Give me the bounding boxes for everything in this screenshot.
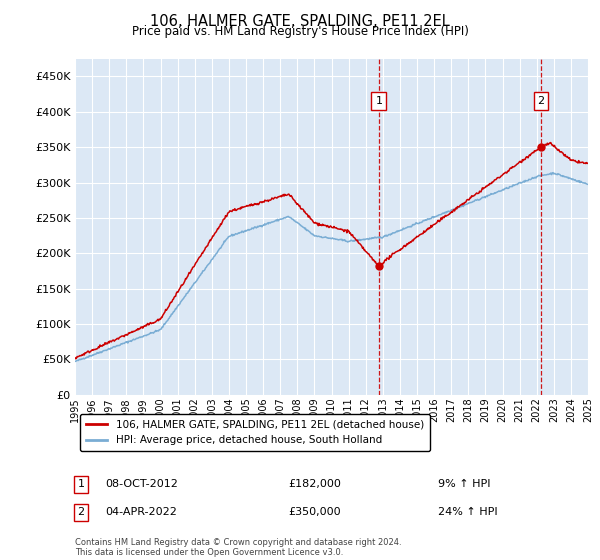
Text: 2: 2 (77, 507, 85, 517)
Text: Contains HM Land Registry data © Crown copyright and database right 2024.
This d: Contains HM Land Registry data © Crown c… (75, 538, 401, 557)
Text: 106, HALMER GATE, SPALDING, PE11 2EL: 106, HALMER GATE, SPALDING, PE11 2EL (150, 14, 450, 29)
Text: 2: 2 (538, 96, 545, 106)
Text: Price paid vs. HM Land Registry's House Price Index (HPI): Price paid vs. HM Land Registry's House … (131, 25, 469, 38)
Text: 9% ↑ HPI: 9% ↑ HPI (438, 479, 491, 489)
Legend: 106, HALMER GATE, SPALDING, PE11 2EL (detached house), HPI: Average price, detac: 106, HALMER GATE, SPALDING, PE11 2EL (de… (80, 414, 430, 451)
Text: 24% ↑ HPI: 24% ↑ HPI (438, 507, 497, 517)
Text: 08-OCT-2012: 08-OCT-2012 (105, 479, 178, 489)
Text: 04-APR-2022: 04-APR-2022 (105, 507, 177, 517)
Text: £182,000: £182,000 (288, 479, 341, 489)
Text: £350,000: £350,000 (288, 507, 341, 517)
Text: 1: 1 (376, 96, 382, 106)
Text: 1: 1 (77, 479, 85, 489)
